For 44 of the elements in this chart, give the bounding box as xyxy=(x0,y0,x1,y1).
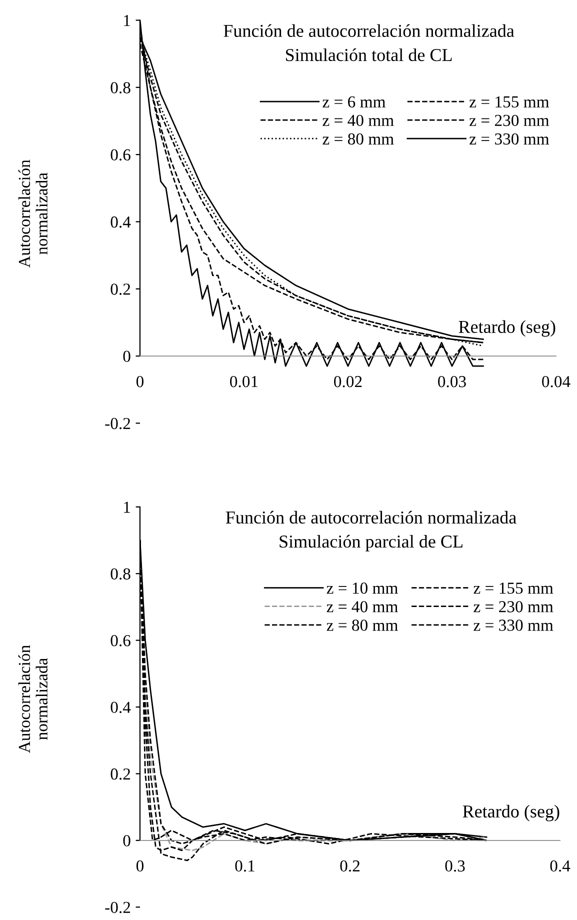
text: Simulación total de CL xyxy=(286,48,452,62)
legend-label: z = 40 mm xyxy=(322,114,394,126)
legend-label: z = 40 mm xyxy=(326,601,398,612)
legend-label: z = 230 mm xyxy=(470,114,550,126)
y-tick-label: 1 xyxy=(124,15,130,26)
y-tick-label: 0.8 xyxy=(110,568,130,580)
chart-title: Función de autocorrelación normalizada xyxy=(226,510,516,524)
y-tick-label: 1 xyxy=(124,502,130,513)
x-tick-label: 0.03 xyxy=(438,376,466,388)
chart-title: Función de autocorrelación normalizada xyxy=(224,24,514,37)
x-axis-title: Retardo (seg) xyxy=(462,804,560,822)
legend-label: z = 330 mm xyxy=(470,133,550,145)
y-tick-label: -0.2 xyxy=(105,418,130,430)
text: Simulación parcial de CL xyxy=(280,534,462,552)
x-tick-label: 0 xyxy=(136,376,144,388)
x-tick-label: 0 xyxy=(136,860,144,872)
y-tick-label: 0.8 xyxy=(110,82,130,94)
legend-label: z = 10 mm xyxy=(326,582,398,594)
legend-label: z = 230 mm xyxy=(474,601,554,612)
x-tick-label: 0.3 xyxy=(445,860,465,872)
x-tick-label: 0.04 xyxy=(542,376,570,388)
y-tick-label: 0 xyxy=(123,350,130,362)
legend-label: z = 155 mm xyxy=(474,582,554,594)
y-tick-label: 0.4 xyxy=(110,702,131,714)
legend-label: z = 330 mm xyxy=(474,620,554,631)
y-axis-title: Autocorrelación normalizada xyxy=(18,160,48,268)
y-tick-label: 0.6 xyxy=(110,635,130,646)
legend-label: z = 155 mm xyxy=(470,96,550,108)
legend-label: z = 80 mm xyxy=(322,133,394,145)
x-tick-label: 0.01 xyxy=(230,376,258,388)
x-axis-title: Retardo (seg) xyxy=(458,320,556,337)
x-tick-label: 0.2 xyxy=(340,860,360,872)
y-tick-label: 0.2 xyxy=(110,768,130,780)
y-tick-label: -0.2 xyxy=(105,902,130,914)
x-tick-label: 0.1 xyxy=(235,860,254,872)
y-tick-label: 0.2 xyxy=(110,284,130,295)
y-tick-label: 0.6 xyxy=(110,149,130,161)
legend-label: z = 6 mm xyxy=(322,96,386,108)
x-tick-label: 0.4 xyxy=(550,860,570,872)
y-tick-label: 0 xyxy=(123,835,130,846)
y-tick-label: 0.4 xyxy=(110,216,131,228)
x-tick-label: 0.02 xyxy=(334,376,362,388)
y-axis-title: Autocorrelación normalizada xyxy=(18,645,48,753)
legend-label: z = 80 mm xyxy=(326,620,398,631)
